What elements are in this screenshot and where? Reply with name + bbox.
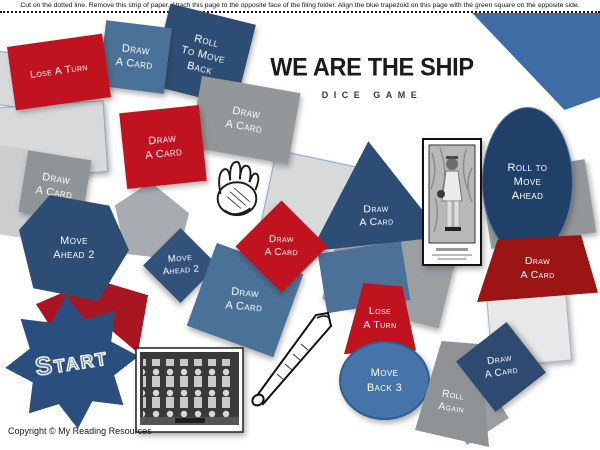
cut-instructions: Cut on the dotted line. Remove this stri… <box>20 2 580 9</box>
space-label: Draw A Card <box>359 202 394 229</box>
space-draw-card-steel-top: Draw A Card <box>98 20 172 94</box>
space-label: Move Back 3 <box>366 367 403 394</box>
space-label: Draw A Card <box>520 255 555 281</box>
vintage-team-photo <box>135 347 244 433</box>
space-draw-card-red-square: Draw A Card <box>119 105 207 189</box>
space-draw-card-dark-red: Draw A Card <box>477 235 598 302</box>
space-label: Lose A Turn <box>29 61 89 82</box>
space-label: Roll Again <box>437 387 465 416</box>
page-subtitle: DICE GAME <box>321 90 423 100</box>
page-title: WE ARE THE SHIP <box>270 53 474 81</box>
copyright-text: Copyright © My Reading Resources <box>8 426 152 436</box>
space-label: Move Ahead 2 <box>53 234 95 261</box>
space-label: Draw A Card <box>484 352 520 381</box>
space-roll-to-move-ahead: Roll to Move Ahead <box>482 107 573 257</box>
space-label: Draw A Card <box>224 104 264 137</box>
space-label: Draw A Card <box>264 233 299 258</box>
space-label: Roll to Move Ahead <box>507 161 548 203</box>
space-label: Roll To Move Back <box>179 32 227 78</box>
space-lose-a-turn-top: Lose A Turn <box>7 33 111 111</box>
space-label: Lose A Turn <box>363 305 397 331</box>
space-move-back-3: Move Back 3 <box>339 341 430 420</box>
baseball-glove-icon <box>207 155 265 223</box>
space-label: Draw A Card <box>115 42 154 73</box>
vintage-player-card-photo <box>422 138 482 266</box>
start-label: Start <box>33 341 111 382</box>
space-label: Move Ahead 2 <box>162 252 200 279</box>
dotted-cut-line <box>0 11 600 13</box>
baseball-bat-icon <box>247 300 343 412</box>
space-label: Draw A Card <box>144 132 183 162</box>
